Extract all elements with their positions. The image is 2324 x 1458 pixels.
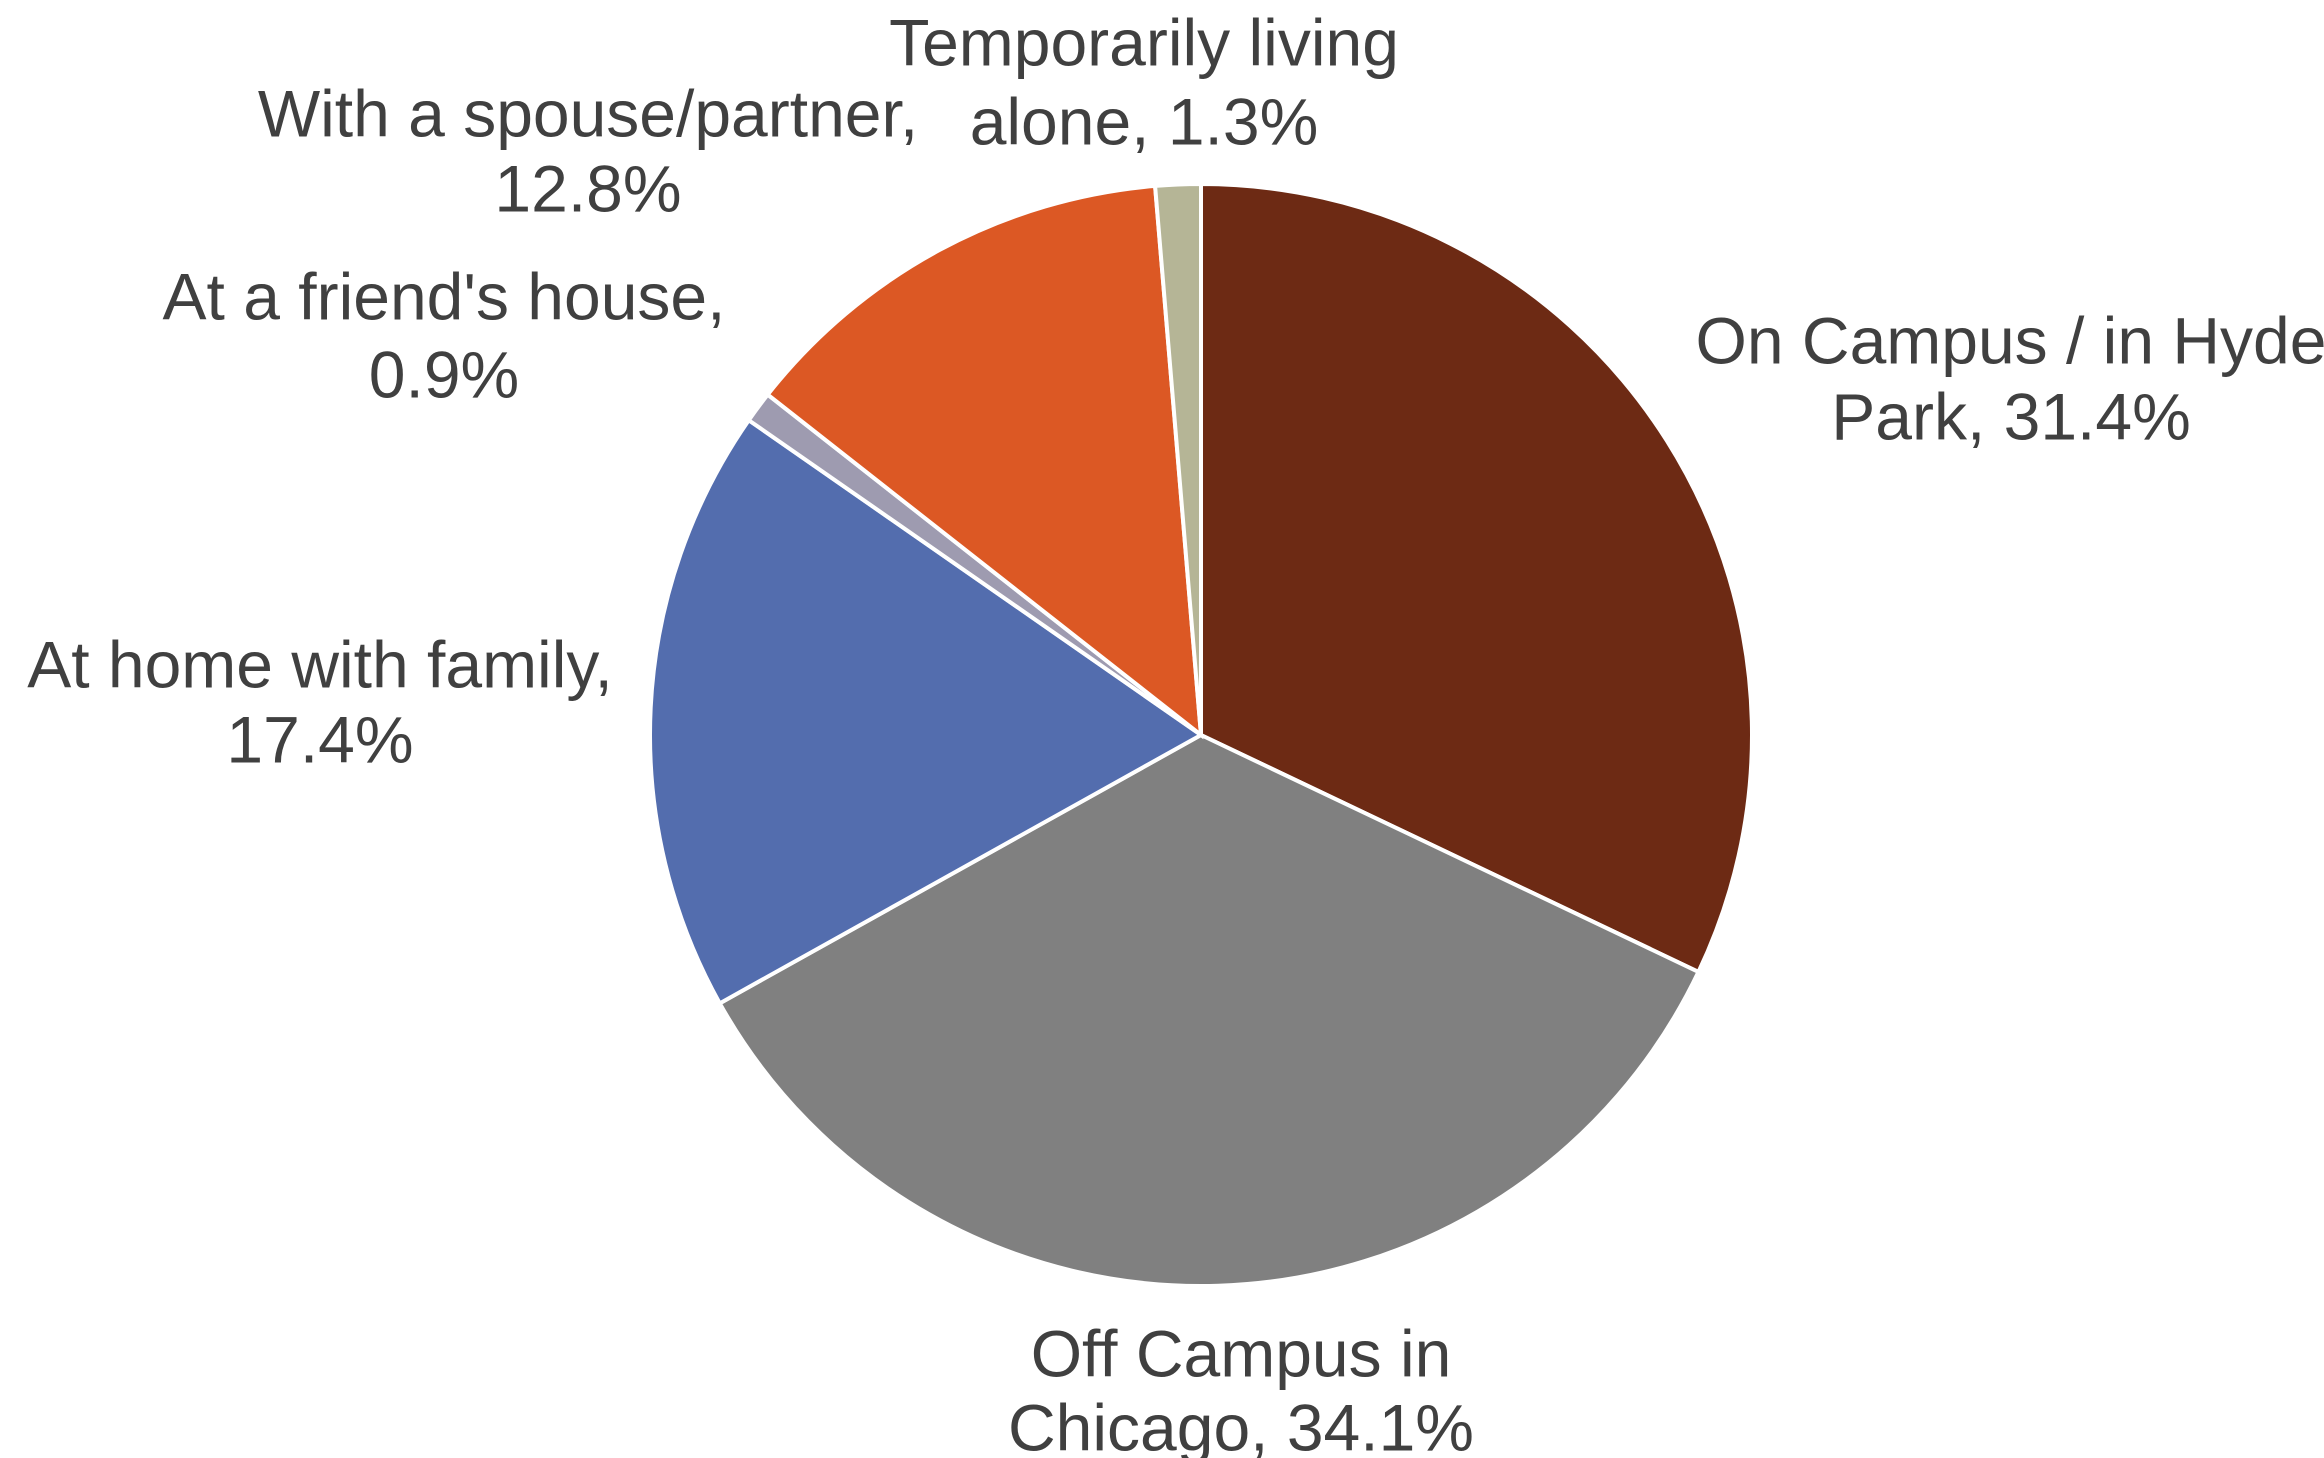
pie-slice — [1199, 181, 1754, 975]
pie-slice — [648, 417, 1205, 1007]
pie-slice — [1152, 181, 1203, 736]
pie-slice — [764, 183, 1204, 740]
slice-label: On Campus / in Hyde — [1696, 303, 2324, 377]
pie-slice — [717, 732, 1702, 1288]
slice-label: At a friend's house, — [163, 259, 726, 333]
slice-label: Chicago, 34.1% — [1008, 1390, 1474, 1458]
slice-label: Off Campus in — [1031, 1316, 1452, 1390]
slice-label: 12.8% — [494, 151, 681, 225]
slice-label: 17.4% — [226, 702, 413, 776]
slice-label: 0.9% — [369, 337, 519, 411]
slice-label: Temporarily living — [889, 5, 1399, 79]
slice-label: Park, 31.4% — [1831, 379, 2191, 453]
slice-label: At home with family, — [27, 627, 613, 701]
slice-label: alone, 1.3% — [970, 84, 1319, 158]
slice-label: With a spouse/partner, — [258, 76, 918, 150]
